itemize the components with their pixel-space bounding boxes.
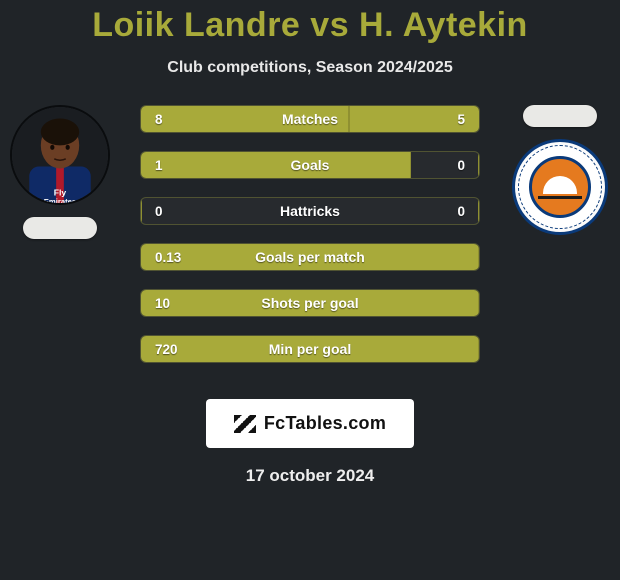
stat-row: 720Min per goal	[140, 335, 480, 363]
player1-avatar-svg: Fly Emirates	[12, 107, 108, 203]
stat-row: 0Hattricks0	[140, 197, 480, 225]
stat-fill-right	[478, 290, 479, 316]
stat-value-right: 0	[399, 158, 479, 173]
stat-value-right: 5	[399, 112, 479, 127]
comparison-area: Fly Emirates 8Matches51Goals00Hattricks0…	[0, 105, 620, 385]
stat-row: 0.13Goals per match	[140, 243, 480, 271]
stat-fill-right	[478, 244, 479, 270]
stat-label: Goals per match	[221, 249, 399, 265]
club-logo-inner	[529, 156, 591, 218]
stat-bars: 8Matches51Goals00Hattricks00.13Goals per…	[140, 105, 480, 363]
subtitle: Club competitions, Season 2024/2025	[0, 59, 620, 77]
player2-column	[500, 105, 620, 235]
brand-logo-icon	[234, 415, 256, 433]
stat-value-left: 1	[141, 158, 221, 173]
stat-value-left: 0	[141, 204, 221, 219]
svg-text:Fly: Fly	[54, 187, 67, 197]
svg-text:Emirates: Emirates	[44, 197, 76, 203]
stat-value-left: 8	[141, 112, 221, 127]
stat-label: Matches	[221, 111, 399, 127]
stat-row: 10Shots per goal	[140, 289, 480, 317]
player2-club-logo	[512, 139, 608, 235]
stat-fill-right	[478, 336, 479, 362]
date-text: 17 october 2024	[246, 466, 375, 486]
club-logo-sun-icon	[543, 176, 577, 194]
stat-label: Goals	[221, 157, 399, 173]
player1-column: Fly Emirates	[0, 105, 120, 239]
player1-club-pill	[23, 217, 97, 239]
stat-row: 8Matches5	[140, 105, 480, 133]
brand-box: FcTables.com	[206, 399, 414, 448]
stat-value-right: 0	[399, 204, 479, 219]
stat-row: 1Goals0	[140, 151, 480, 179]
player2-club-pill	[523, 105, 597, 127]
brand-text: FcTables.com	[264, 413, 386, 434]
page-title: Loiik Landre vs H. Aytekin	[0, 0, 620, 45]
footer: FcTables.com 17 october 2024	[0, 399, 620, 486]
player1-avatar: Fly Emirates	[10, 105, 110, 205]
stat-value-left: 10	[141, 296, 221, 311]
stat-label: Min per goal	[221, 341, 399, 357]
club-logo-base	[538, 196, 582, 199]
stat-value-left: 0.13	[141, 250, 221, 265]
stat-label: Shots per goal	[221, 295, 399, 311]
stat-value-left: 720	[141, 342, 221, 357]
stat-label: Hattricks	[221, 203, 399, 219]
